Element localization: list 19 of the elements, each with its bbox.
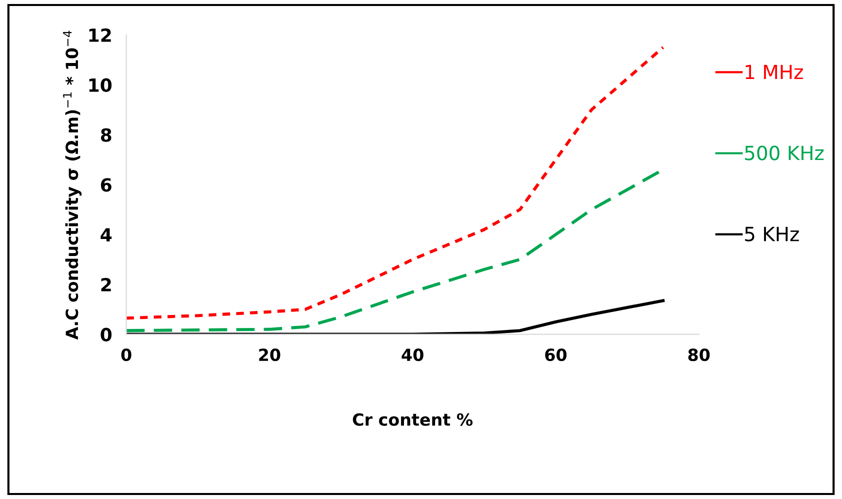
x-tick-label: 60 — [545, 348, 567, 362]
y-tick-label: 4 — [100, 228, 112, 242]
y-tick-label: 8 — [100, 128, 112, 142]
x-tick-label: 80 — [688, 348, 710, 362]
line-series — [126, 299, 665, 334]
y-tick-label: 12 — [89, 28, 111, 42]
legend-label: 5 KHz — [745, 226, 799, 242]
y-tick-label: 0 — [100, 328, 112, 342]
y-tick-label: 6 — [100, 178, 112, 192]
x-tick-label: 40 — [402, 348, 424, 362]
y-axis-title: A.C conductivity σ (Ω.m)$^{−1}$ * 10$^{−4}$ — [63, 30, 82, 340]
legend-label: 1 MHz — [746, 64, 803, 80]
x-axis-title: Cr content % — [352, 413, 473, 426]
line-series — [126, 46, 665, 320]
y-tick-label: 2 — [101, 278, 111, 292]
y-tick-label: 10 — [89, 78, 112, 92]
x-tick-label: 0 — [121, 348, 132, 362]
x-tick-label: 20 — [259, 348, 280, 362]
legend-label: 500 KHz — [745, 146, 824, 160]
